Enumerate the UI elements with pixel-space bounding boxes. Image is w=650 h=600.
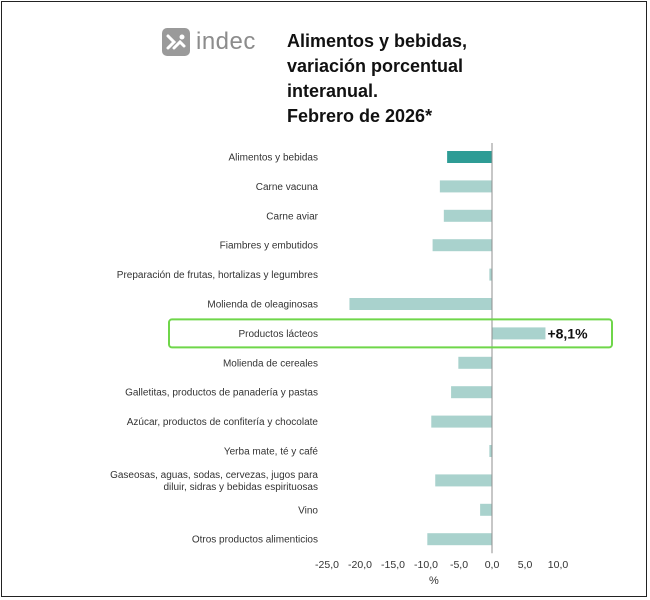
chart-title: Alimentos y bebidas, variación porcentua… bbox=[287, 29, 467, 129]
bar bbox=[435, 474, 492, 487]
category-label: Molienda de cereales bbox=[223, 358, 318, 369]
x-tick-label: 0,0 bbox=[485, 559, 500, 571]
category-label: Yerba mate, té y café bbox=[224, 447, 319, 458]
callout-box bbox=[168, 318, 613, 349]
chart-title-line-3: interanual. bbox=[287, 81, 379, 101]
x-tick-label: -20,0 bbox=[348, 559, 372, 571]
bar bbox=[451, 386, 492, 399]
chart-title-line-2: variación porcentual bbox=[287, 56, 464, 76]
x-tick-label: -10,0 bbox=[414, 559, 438, 571]
bar bbox=[432, 239, 492, 252]
category-label: Azúcar, productos de confitería y chocol… bbox=[127, 417, 319, 428]
category-label: Productos lácteos bbox=[239, 329, 319, 340]
category-label: Galletitas, productos de panadería y pas… bbox=[125, 388, 318, 399]
category-label: Fiambres y embutidos bbox=[220, 241, 318, 252]
category-label: Alimentos y bebidas bbox=[229, 153, 319, 164]
category-label: Otros productos alimenticios bbox=[192, 535, 318, 546]
bar bbox=[492, 327, 546, 340]
bar bbox=[427, 533, 492, 546]
x-tick-label: -15,0 bbox=[381, 559, 405, 571]
chart-title-line-1: Alimentos y bebidas, bbox=[287, 31, 468, 51]
callout-label: +8,1% bbox=[547, 325, 588, 341]
bar bbox=[447, 151, 492, 163]
bar bbox=[349, 298, 492, 310]
x-tick-label: 5,0 bbox=[518, 559, 533, 571]
bar bbox=[480, 503, 492, 516]
bar bbox=[431, 415, 492, 428]
chart-title-line-4: Febrero de 2026* bbox=[287, 106, 433, 126]
indec-logo-text: indec bbox=[196, 28, 256, 55]
bar bbox=[489, 268, 492, 281]
category-label: diluir, sidras y bebidas espirituosas bbox=[163, 482, 318, 493]
indec-logo-icon bbox=[162, 28, 190, 56]
category-label: Carne vacuna bbox=[256, 182, 319, 193]
bar bbox=[458, 356, 492, 369]
bar bbox=[443, 209, 492, 222]
category-label: Gaseosas, aguas, sodas, cervezas, jugos … bbox=[110, 470, 318, 481]
bar bbox=[439, 180, 492, 193]
category-label: Vino bbox=[298, 505, 318, 516]
category-label: Molienda de oleaginosas bbox=[207, 300, 318, 311]
bar bbox=[489, 445, 492, 457]
x-axis-label: % bbox=[429, 575, 439, 587]
indec-logo: indec bbox=[162, 28, 256, 56]
category-label: Preparación de frutas, hortalizas y legu… bbox=[117, 270, 318, 281]
x-tick-label: -25,0 bbox=[315, 559, 339, 571]
x-tick-label: 10,0 bbox=[548, 559, 569, 571]
x-tick-label: -5,0 bbox=[450, 559, 468, 571]
category-label: Carne aviar bbox=[266, 211, 318, 222]
